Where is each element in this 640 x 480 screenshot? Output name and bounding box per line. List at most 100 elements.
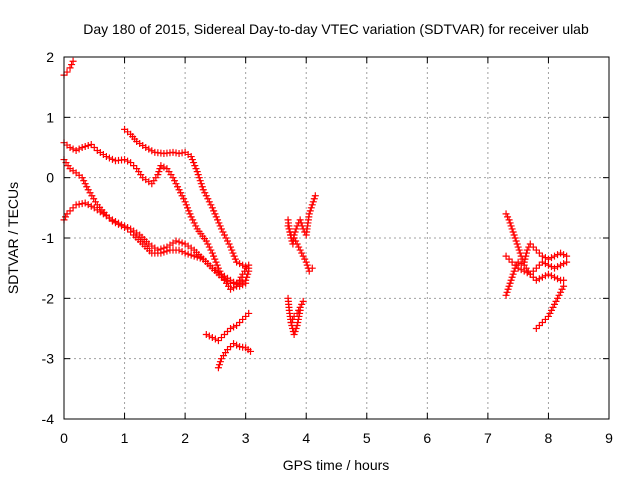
data-point [247, 347, 255, 355]
data-point [560, 260, 568, 268]
data-point [145, 145, 153, 153]
data-point [523, 246, 531, 254]
data-point [108, 216, 116, 224]
data-point [121, 156, 129, 164]
data-point [242, 312, 250, 320]
data-point [508, 225, 516, 233]
data-point [555, 291, 563, 299]
data-point [177, 189, 185, 197]
data-point [222, 234, 230, 242]
data-point [502, 210, 510, 218]
data-point [212, 213, 220, 221]
data-point [229, 249, 237, 257]
data-point [207, 246, 215, 254]
y-tick-labels: -4 -3 -2 -1 0 1 2 [42, 49, 55, 427]
y-tick-label: -2 [42, 290, 55, 306]
data-point [87, 202, 95, 210]
data-point [154, 171, 162, 179]
data-point [212, 258, 220, 266]
data-point [532, 246, 540, 254]
data-point [214, 337, 222, 345]
data-point [178, 239, 186, 247]
data-point [538, 252, 546, 260]
data-point [310, 195, 318, 203]
data-point [551, 273, 558, 281]
data-point [156, 165, 164, 173]
y-tick-label: 0 [46, 170, 54, 186]
data-point [115, 219, 122, 227]
data-point [549, 303, 557, 311]
data-point [62, 213, 70, 221]
data-point [83, 183, 91, 191]
data-point [236, 282, 244, 290]
data-point [230, 252, 238, 260]
data-point [517, 266, 525, 274]
data-point [208, 334, 216, 342]
chart-title: Day 180 of 2015, Sidereal Day-to-day VTE… [83, 21, 589, 37]
data-point [286, 228, 294, 236]
data-point [297, 219, 305, 227]
data-point [541, 260, 549, 268]
data-point [508, 258, 516, 266]
data-point [66, 64, 74, 72]
data-point [195, 174, 203, 182]
data-point [557, 261, 565, 269]
data-point [242, 263, 250, 271]
data-point [303, 261, 311, 269]
data-point [287, 318, 295, 326]
data-point [217, 334, 225, 342]
data-point [529, 273, 537, 281]
data-point [208, 204, 216, 212]
data-point [154, 246, 162, 254]
data-point [309, 198, 317, 206]
data-point [526, 270, 534, 278]
x-tick-label: 2 [181, 430, 189, 446]
data-point [285, 225, 293, 233]
data-point [155, 168, 163, 176]
data-point [213, 261, 221, 269]
data-point [292, 237, 300, 245]
data-point [295, 243, 303, 251]
data-point [169, 174, 177, 182]
data-point [184, 250, 192, 258]
data-point [532, 264, 540, 272]
data-point [502, 252, 510, 260]
data-point [169, 148, 177, 156]
data-point [196, 254, 204, 262]
data-point [210, 252, 218, 260]
data-point [514, 243, 522, 251]
data-point [231, 255, 239, 263]
data-point [191, 162, 199, 170]
data-point [516, 249, 524, 257]
data-point [505, 282, 513, 290]
data-point [178, 248, 186, 256]
data-point [506, 219, 514, 227]
data-point [220, 331, 228, 339]
data-point [230, 340, 238, 348]
data-point [194, 171, 202, 179]
data-point [510, 231, 518, 239]
y-tick-label: 2 [46, 49, 54, 65]
data-point [181, 198, 189, 206]
data-point [84, 201, 92, 209]
data-point [510, 267, 518, 275]
data-point [190, 219, 198, 227]
data-point [508, 273, 516, 281]
data-point [535, 261, 543, 269]
data-point [214, 364, 222, 372]
data-point [509, 270, 517, 278]
data-point [207, 201, 215, 209]
data-point [184, 204, 192, 212]
data-point [245, 267, 253, 275]
data-point [505, 255, 513, 263]
data-point [227, 243, 235, 251]
data-point [175, 150, 183, 158]
data-point [190, 159, 198, 167]
data-point [563, 258, 571, 266]
data-point [220, 231, 228, 239]
data-point [535, 275, 543, 283]
data-point [157, 162, 165, 170]
data-point [560, 282, 568, 290]
series-arc-b [60, 139, 253, 293]
data-point [182, 201, 190, 209]
